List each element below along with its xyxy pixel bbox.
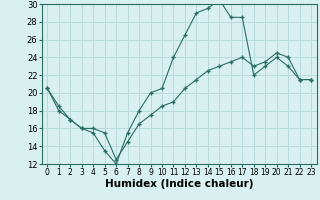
X-axis label: Humidex (Indice chaleur): Humidex (Indice chaleur) <box>105 179 253 189</box>
